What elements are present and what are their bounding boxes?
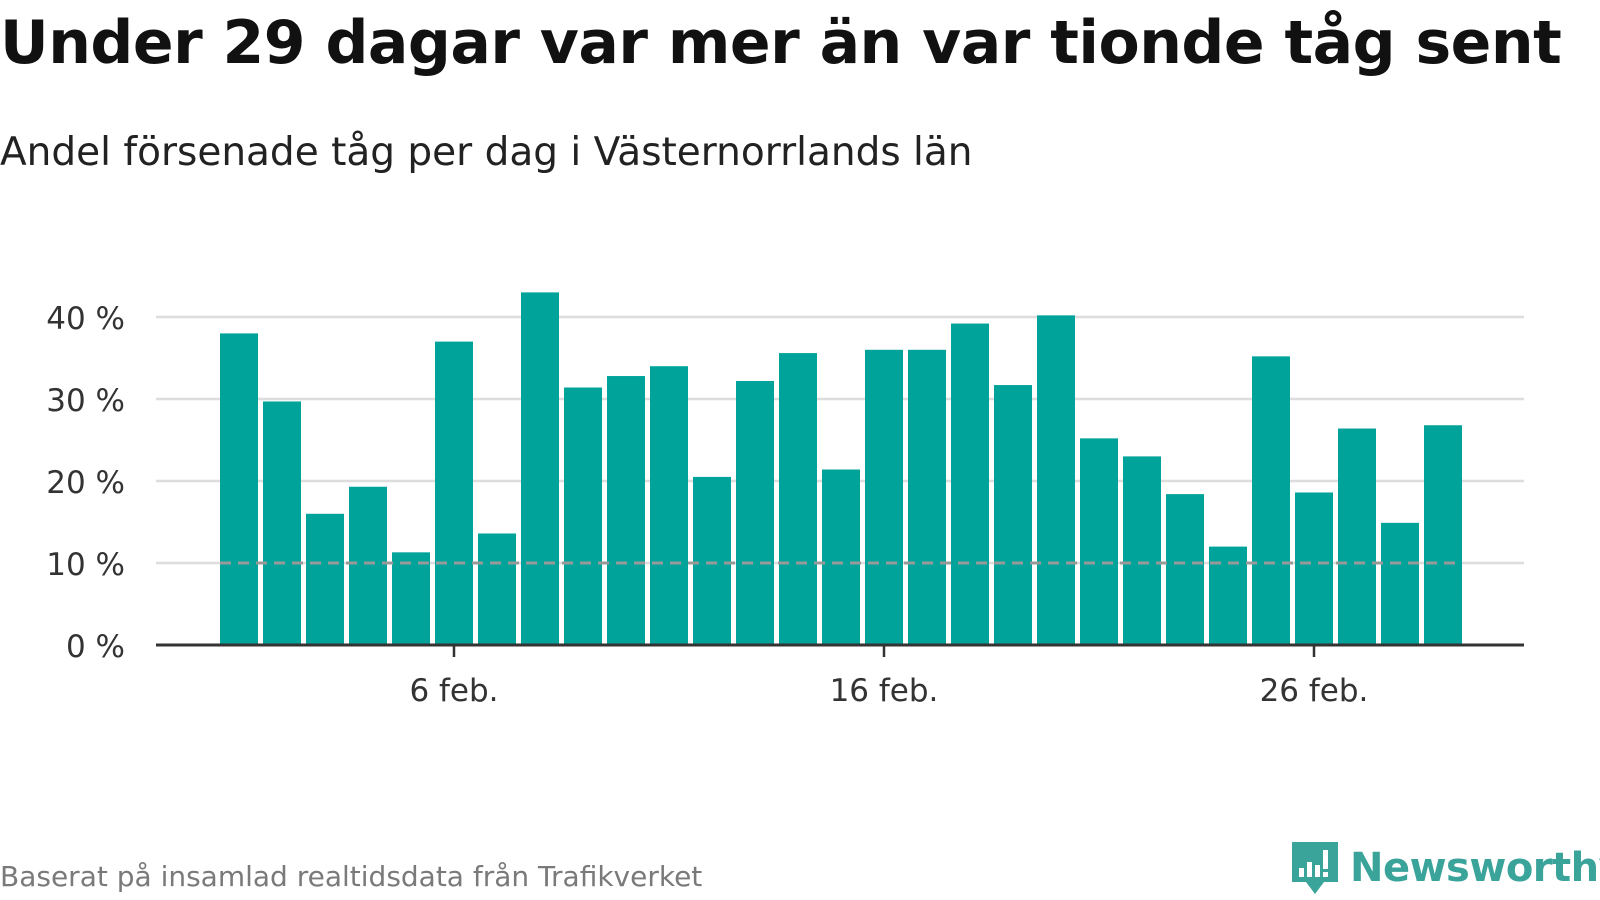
bar [1166,494,1204,645]
bar [263,401,301,645]
bar [1295,492,1333,645]
bar [220,333,258,645]
bar [822,469,860,645]
bar [521,292,559,645]
bar [1209,546,1247,645]
bar [736,380,774,645]
bar [994,385,1032,645]
y-tick-label: 10 % [46,547,125,583]
bar [478,533,516,645]
x-tick-label: 16 feb. [830,673,939,709]
bar [1424,425,1462,645]
chart-subtitle: Andel försenade tåg per dag i Västernorr… [0,130,973,175]
y-tick-label: 20 % [46,465,125,501]
bar [564,387,602,645]
bar [1338,428,1376,645]
bar [1123,456,1161,645]
bar [607,376,645,645]
chart-title: Under 29 dagar var mer än var tionde tåg… [0,8,1562,78]
y-tick-label: 30 % [46,383,125,419]
bar [650,366,688,645]
newsworthy-brand: Newsworthy [1290,840,1600,896]
source-note: Baserat på insamlad realtidsdata från Tr… [0,860,703,893]
bar [865,349,903,645]
y-tick-label: 0 % [66,629,125,665]
brand-name: Newsworthy [1350,845,1600,891]
bar [1037,315,1075,645]
bar [392,552,430,645]
y-tick-label: 40 % [46,301,125,337]
bar [435,341,473,645]
x-tick-label: 26 feb. [1260,673,1369,709]
bar [779,353,817,645]
newsworthy-logo-icon [1292,842,1338,894]
bar [349,486,387,645]
x-tick-label: 6 feb. [409,673,498,709]
bar [1381,522,1419,645]
bar [1080,438,1118,645]
bar [951,323,989,645]
bar [908,349,946,645]
bar [693,476,731,645]
bar [306,513,344,645]
bar [1252,356,1290,645]
